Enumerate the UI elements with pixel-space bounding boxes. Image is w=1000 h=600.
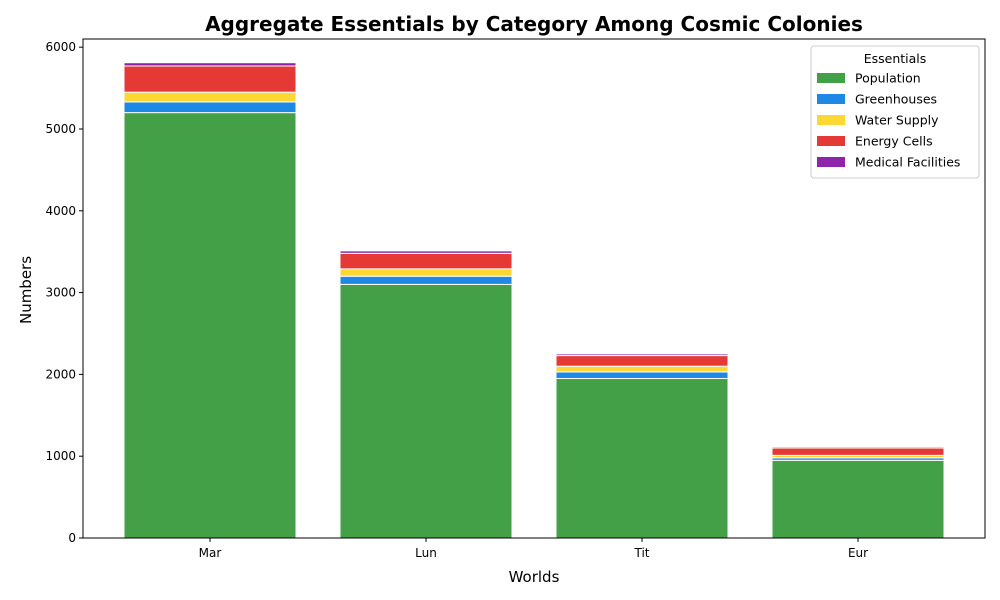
bar-segment	[339, 250, 513, 254]
bar-segment	[123, 112, 297, 539]
legend-box	[810, 45, 980, 179]
bar-segment	[771, 447, 945, 456]
bar-segment	[555, 371, 729, 379]
legend-swatch	[817, 136, 845, 146]
bar-segment	[123, 65, 297, 93]
legend-title: Essentials	[864, 51, 927, 66]
bars-layer	[123, 62, 945, 539]
x-tick-label: Lun	[415, 546, 437, 560]
legend-swatch	[817, 94, 845, 104]
legend-label: Medical Facilities	[855, 155, 960, 170]
bar-segment	[555, 355, 729, 367]
y-axis-label: Numbers	[17, 256, 35, 324]
bar-segment	[555, 377, 729, 539]
y-tick-label: 0	[68, 531, 76, 545]
bar-segment	[339, 275, 513, 285]
legend-label: Energy Cells	[855, 134, 933, 149]
legend-label: Water Supply	[855, 113, 939, 128]
plot-frame	[82, 38, 986, 539]
plot-area: 0 1000 2000 3000 4000 5000 6000 Mar Lun Tit Eur	[45, 38, 986, 560]
bar-segment	[123, 91, 297, 103]
bar-segment	[123, 62, 297, 67]
legend-swatch	[817, 157, 845, 167]
y-axis-ticks: 0 1000 2000 3000 4000 5000 6000	[45, 40, 83, 545]
legend-label: Population	[855, 71, 921, 86]
y-tick-label: 2000	[45, 367, 76, 381]
bar-segment	[339, 268, 513, 277]
bar-segment	[555, 353, 729, 357]
x-axis-label: Worlds	[509, 568, 560, 586]
legend-swatch	[817, 73, 845, 83]
y-tick-label: 3000	[45, 286, 76, 300]
y-tick-label: 6000	[45, 40, 76, 54]
x-tick-label: Mar	[199, 546, 222, 560]
x-tick-label: Eur	[848, 546, 868, 560]
legend-items: Population Greenhouses Water Supply Energy …	[817, 71, 960, 170]
bar-segment	[123, 101, 297, 114]
bar-segment	[771, 446, 945, 449]
legend-label: Greenhouses	[855, 92, 937, 107]
y-tick-label: 4000	[45, 204, 76, 218]
chart-title: Aggregate Essentials by Category Among C…	[205, 12, 863, 36]
y-tick-label: 5000	[45, 122, 76, 136]
y-tick-label: 1000	[45, 449, 76, 463]
bar-segment	[555, 365, 729, 373]
x-tick-label: Tit	[634, 546, 650, 560]
bar-segment	[771, 459, 945, 539]
x-axis-ticks: Mar Lun Tit Eur	[199, 538, 868, 560]
bar-segment	[339, 283, 513, 539]
bar-segment	[339, 252, 513, 270]
legend: Essentials Population Greenhouses Water Su…	[810, 45, 980, 179]
legend-swatch	[817, 115, 845, 125]
